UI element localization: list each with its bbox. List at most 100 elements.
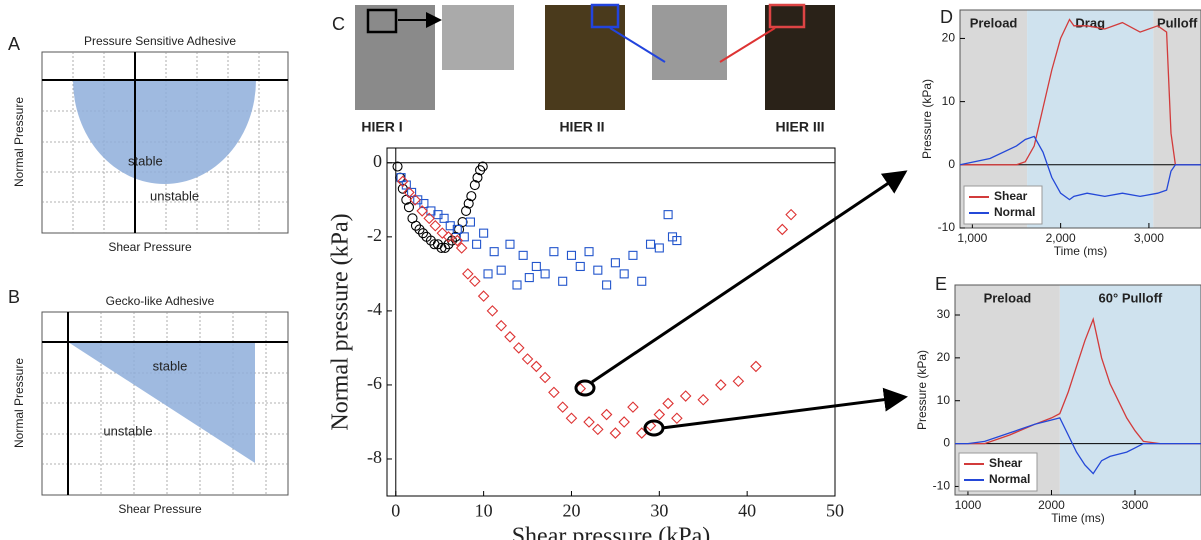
callouts bbox=[574, 170, 908, 437]
highlight-box bbox=[590, 3, 620, 29]
x-tick-label: 20 bbox=[562, 500, 580, 520]
point bbox=[531, 261, 541, 272]
region-label: unstable bbox=[150, 188, 199, 203]
point bbox=[584, 247, 594, 257]
point bbox=[583, 416, 595, 428]
micrograph bbox=[652, 5, 727, 80]
plot-frame bbox=[386, 147, 836, 497]
y-tick-label: 30 bbox=[937, 307, 951, 321]
point bbox=[452, 224, 462, 234]
point bbox=[715, 379, 727, 391]
point bbox=[627, 401, 639, 413]
stable-region bbox=[73, 80, 256, 184]
panel-letter: A bbox=[8, 34, 20, 54]
x-axis-label: Shear Pressure bbox=[108, 240, 192, 254]
point bbox=[512, 342, 525, 354]
point bbox=[776, 223, 789, 236]
point bbox=[609, 427, 622, 439]
point bbox=[549, 247, 559, 257]
point bbox=[512, 280, 522, 290]
panel-b: B Gecko-like Adhesive stable unstable Sh… bbox=[8, 287, 289, 516]
point bbox=[750, 360, 762, 373]
series-line bbox=[959, 135, 1201, 201]
micrograph bbox=[545, 5, 625, 110]
phase-band bbox=[1059, 285, 1201, 495]
region-label: stable bbox=[153, 358, 188, 373]
phase-band bbox=[1153, 10, 1201, 228]
x-axis-label: Shear Pressure bbox=[118, 502, 202, 516]
panel-letter: D bbox=[940, 7, 953, 27]
point bbox=[489, 247, 499, 257]
region-label: unstable bbox=[103, 423, 152, 438]
point bbox=[785, 208, 797, 221]
point bbox=[429, 219, 442, 232]
y-tick-label: -6 bbox=[367, 373, 382, 393]
point bbox=[455, 242, 468, 254]
y-tick-label: 20 bbox=[937, 350, 951, 364]
point bbox=[524, 273, 534, 283]
point bbox=[462, 268, 474, 280]
point bbox=[486, 305, 499, 317]
legend-label: Shear bbox=[994, 189, 1028, 203]
point bbox=[521, 353, 534, 365]
micrograph bbox=[765, 5, 835, 110]
point bbox=[479, 228, 489, 238]
y-tick-label: -10 bbox=[938, 220, 956, 234]
legend-label: Normal bbox=[989, 472, 1030, 486]
point bbox=[548, 386, 560, 399]
point bbox=[451, 234, 464, 247]
point bbox=[439, 242, 451, 254]
point bbox=[619, 269, 629, 279]
x-tick-label: 2000 bbox=[1038, 498, 1065, 512]
point bbox=[671, 412, 683, 425]
point bbox=[540, 269, 550, 279]
series-label: HIER III bbox=[775, 119, 824, 135]
point bbox=[396, 173, 406, 183]
point bbox=[565, 412, 578, 425]
point bbox=[618, 416, 630, 428]
series-line bbox=[955, 417, 1201, 475]
y-tick-label: -4 bbox=[367, 299, 382, 319]
point bbox=[556, 401, 569, 413]
point bbox=[477, 161, 488, 172]
x-tick-label: 30 bbox=[650, 500, 668, 520]
y-axis-label: Normal Pressure bbox=[12, 97, 26, 187]
legend-label: Shear bbox=[989, 456, 1023, 470]
x-tick-label: 2,000 bbox=[1046, 231, 1076, 245]
x-tick-label: 0 bbox=[391, 500, 400, 520]
point bbox=[410, 220, 422, 231]
point bbox=[645, 239, 656, 249]
point bbox=[654, 243, 664, 253]
y-tick-label: -10 bbox=[933, 479, 951, 493]
x-tick-label: 40 bbox=[738, 500, 756, 520]
point bbox=[416, 205, 428, 217]
point bbox=[417, 228, 429, 239]
point bbox=[600, 408, 613, 421]
phase-label: Preload bbox=[984, 290, 1032, 305]
x-axis-label: Shear pressure (kPa) bbox=[512, 524, 711, 540]
point bbox=[483, 269, 493, 279]
point bbox=[461, 205, 472, 216]
x-tick-label: 3000 bbox=[1122, 498, 1149, 512]
phase-label: Drag bbox=[1075, 15, 1105, 30]
highlight-box bbox=[768, 3, 806, 29]
point bbox=[602, 280, 612, 290]
panel-title: Gecko-like Adhesive bbox=[106, 294, 215, 308]
point bbox=[610, 258, 620, 268]
point bbox=[469, 275, 481, 288]
point bbox=[653, 408, 666, 421]
point bbox=[697, 393, 710, 406]
plot-frame bbox=[954, 284, 1201, 496]
point bbox=[442, 231, 455, 243]
point bbox=[539, 371, 551, 384]
point bbox=[662, 397, 674, 410]
point bbox=[477, 290, 490, 302]
panel-title: Pressure Sensitive Adhesive bbox=[84, 34, 236, 48]
y-axis-label: Normal pressure (kPa) bbox=[328, 213, 354, 430]
point bbox=[472, 172, 483, 183]
y-tick-label: 10 bbox=[942, 94, 956, 108]
point bbox=[469, 179, 480, 191]
panel-c-images: C HIER I HIER II HIER III bbox=[332, 3, 835, 135]
micrograph bbox=[442, 5, 514, 70]
